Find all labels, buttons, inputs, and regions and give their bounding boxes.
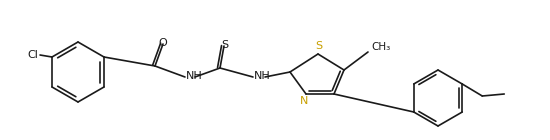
- Text: S: S: [316, 41, 322, 51]
- Text: Cl: Cl: [27, 50, 38, 60]
- Text: NH: NH: [186, 71, 203, 81]
- Text: N: N: [300, 96, 308, 106]
- Text: O: O: [158, 38, 167, 48]
- Text: S: S: [222, 40, 229, 50]
- Text: NH: NH: [254, 71, 271, 81]
- Text: CH₃: CH₃: [371, 42, 390, 52]
